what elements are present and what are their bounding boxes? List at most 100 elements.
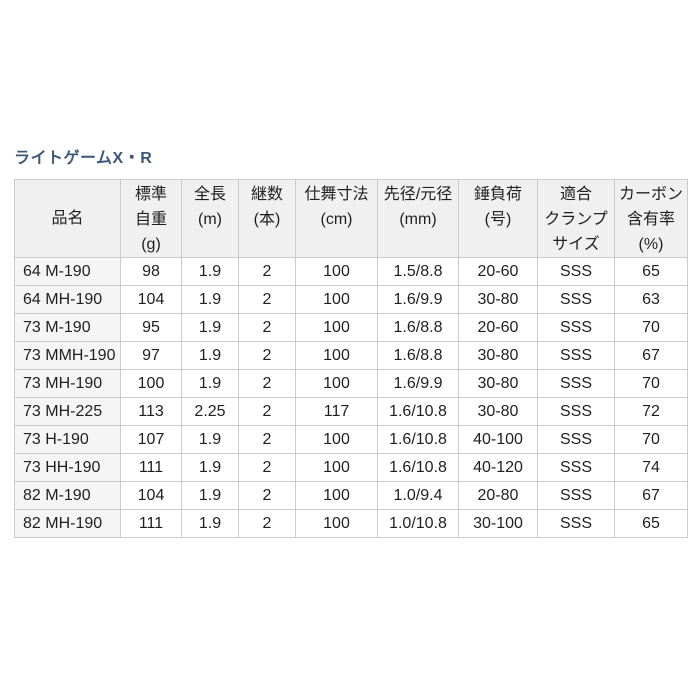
diameter-cell: 1.6/9.9 [377,369,459,398]
table-row: 82 MH-190 111 1.9 2 100 1.0/10.8 30-100 … [14,509,688,538]
clamp-size-cell: SSS [537,509,615,538]
carbon-cell: 67 [614,341,688,370]
table-row: 82 M-190 104 1.9 2 100 1.0/9.4 20-80 SSS… [14,481,688,510]
series-title: ライトゲームX・R [14,150,153,167]
model-cell: 73 MMH-190 [14,341,121,370]
diameter-cell: 1.5/8.8 [377,257,459,286]
table-row: 73 M-190 95 1.9 2 100 1.6/8.8 20-60 SSS … [14,313,688,342]
diameter-cell: 1.6/9.9 [377,285,459,314]
weight-cell: 113 [120,397,182,426]
model-cell: 64 MH-190 [14,285,121,314]
clamp-size-cell: SSS [537,285,615,314]
sections-cell: 2 [238,425,296,454]
closed-length-cell: 117 [295,397,378,426]
weight-cell: 100 [120,369,182,398]
sections-cell: 2 [238,481,296,510]
sinker-load-cell: 30-80 [458,397,538,426]
model-cell: 64 M-190 [14,257,121,286]
carbon-cell: 65 [614,257,688,286]
length-cell: 1.9 [181,313,239,342]
model-cell: 73 M-190 [14,313,121,342]
closed-length-cell: 100 [295,257,378,286]
table-row: 73 MH-225 113 2.25 2 117 1.6/10.8 30-80 … [14,397,688,426]
col-header-clamp-size: 適合 クランプ サイズ [537,179,615,258]
weight-cell: 104 [120,481,182,510]
weight-cell: 97 [120,341,182,370]
sinker-load-cell: 30-80 [458,341,538,370]
sinker-load-cell: 30-100 [458,509,538,538]
closed-length-cell: 100 [295,481,378,510]
diameter-cell: 1.0/9.4 [377,481,459,510]
sections-cell: 2 [238,453,296,482]
sinker-load-cell: 20-60 [458,313,538,342]
header-row: 品名 標準 自重 (g) 全長 (m) 継数 (本) 仕舞寸法 (cm) 先径/… [14,179,688,258]
model-cell: 82 MH-190 [14,509,121,538]
diameter-cell: 1.6/8.8 [377,313,459,342]
model-cell: 73 MH-225 [14,397,121,426]
length-cell: 2.25 [181,397,239,426]
sections-cell: 2 [238,397,296,426]
model-cell: 82 M-190 [14,481,121,510]
table-row: 64 M-190 98 1.9 2 100 1.5/8.8 20-60 SSS … [14,257,688,286]
sections-cell: 2 [238,369,296,398]
col-header-carbon-ratio: カーボン 含有率 (%) [614,179,688,258]
table-row: 73 MH-190 100 1.9 2 100 1.6/9.9 30-80 SS… [14,369,688,398]
clamp-size-cell: SSS [537,341,615,370]
sections-cell: 2 [238,509,296,538]
carbon-cell: 67 [614,481,688,510]
spec-table-body: 64 M-190 98 1.9 2 100 1.5/8.8 20-60 SSS … [14,257,688,538]
table-row: 73 MMH-190 97 1.9 2 100 1.6/8.8 30-80 SS… [14,341,688,370]
carbon-cell: 65 [614,509,688,538]
sinker-load-cell: 40-120 [458,453,538,482]
closed-length-cell: 100 [295,425,378,454]
length-cell: 1.9 [181,341,239,370]
col-header-total-length: 全長 (m) [181,179,239,258]
closed-length-cell: 100 [295,453,378,482]
length-cell: 1.9 [181,481,239,510]
col-header-closed-length: 仕舞寸法 (cm) [295,179,378,258]
weight-cell: 98 [120,257,182,286]
clamp-size-cell: SSS [537,313,615,342]
table-row: 73 HH-190 111 1.9 2 100 1.6/10.8 40-120 … [14,453,688,482]
table-row: 64 MH-190 104 1.9 2 100 1.6/9.9 30-80 SS… [14,285,688,314]
carbon-cell: 74 [614,453,688,482]
diameter-cell: 1.6/10.8 [377,453,459,482]
sections-cell: 2 [238,313,296,342]
weight-cell: 95 [120,313,182,342]
diameter-cell: 1.6/8.8 [377,341,459,370]
weight-cell: 104 [120,285,182,314]
weight-cell: 107 [120,425,182,454]
weight-cell: 111 [120,453,182,482]
col-header-model: 品名 [14,179,121,258]
diameter-cell: 1.0/10.8 [377,509,459,538]
model-cell: 73 MH-190 [14,369,121,398]
clamp-size-cell: SSS [537,453,615,482]
clamp-size-cell: SSS [537,481,615,510]
clamp-size-cell: SSS [537,369,615,398]
sinker-load-cell: 20-80 [458,481,538,510]
spec-table: 品名 標準 自重 (g) 全長 (m) 継数 (本) 仕舞寸法 (cm) 先径/… [14,179,688,538]
col-header-tip-base-diameter: 先径/元径 (mm) [377,179,459,258]
table-row: 73 H-190 107 1.9 2 100 1.6/10.8 40-100 S… [14,425,688,454]
length-cell: 1.9 [181,453,239,482]
col-header-sinker-load: 錘負荷 (号) [458,179,538,258]
carbon-cell: 72 [614,397,688,426]
length-cell: 1.9 [181,425,239,454]
col-header-sections: 継数 (本) [238,179,296,258]
weight-cell: 111 [120,509,182,538]
model-cell: 73 H-190 [14,425,121,454]
length-cell: 1.9 [181,257,239,286]
sections-cell: 2 [238,341,296,370]
sinker-load-cell: 40-100 [458,425,538,454]
sinker-load-cell: 30-80 [458,285,538,314]
closed-length-cell: 100 [295,285,378,314]
carbon-cell: 70 [614,425,688,454]
spec-table-header: 品名 標準 自重 (g) 全長 (m) 継数 (本) 仕舞寸法 (cm) 先径/… [14,179,688,258]
sinker-load-cell: 30-80 [458,369,538,398]
carbon-cell: 70 [614,313,688,342]
sections-cell: 2 [238,257,296,286]
closed-length-cell: 100 [295,369,378,398]
length-cell: 1.9 [181,369,239,398]
clamp-size-cell: SSS [537,257,615,286]
col-header-standard-weight: 標準 自重 (g) [120,179,182,258]
